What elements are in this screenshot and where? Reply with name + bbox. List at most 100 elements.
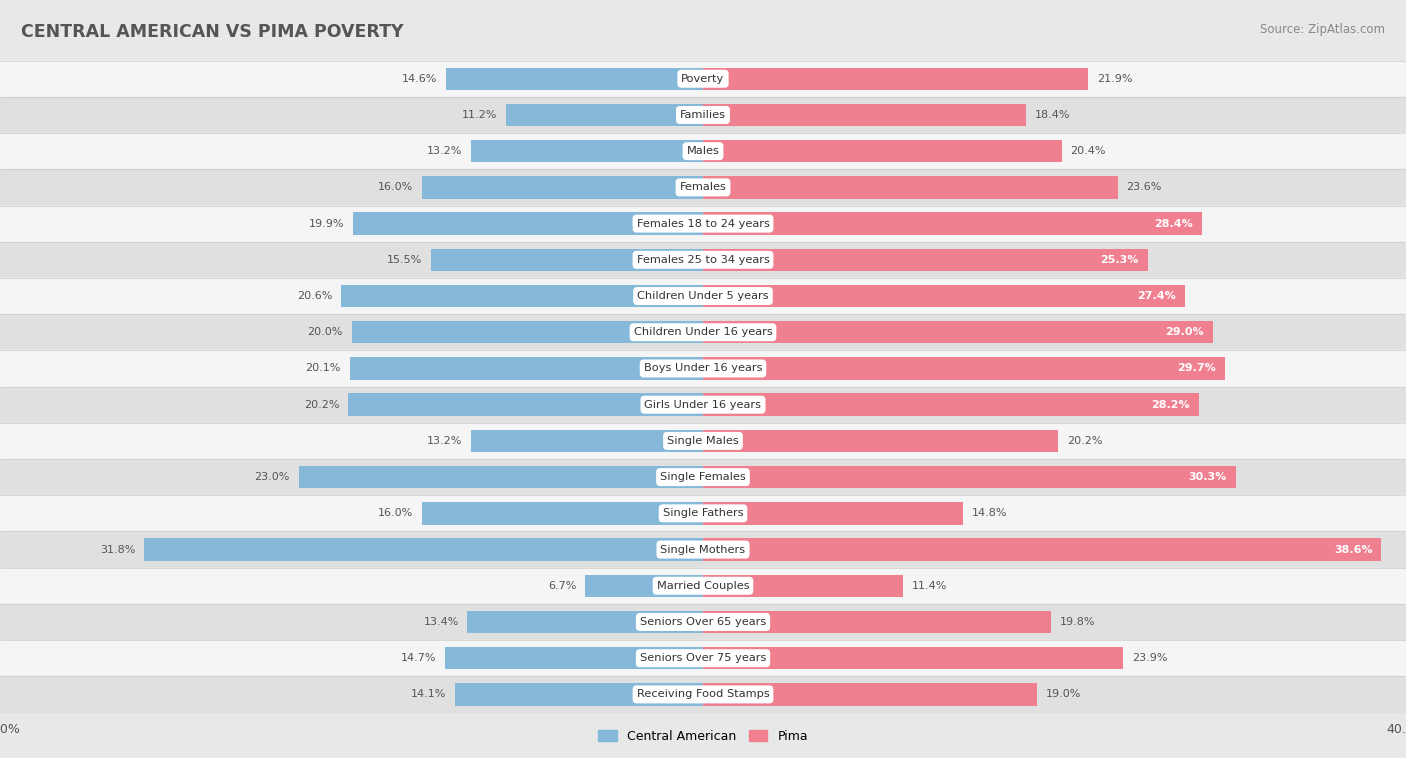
Bar [703,683,1038,706]
Bar [703,575,904,597]
Text: Boys Under 16 years: Boys Under 16 years [644,364,762,374]
Text: Children Under 5 years: Children Under 5 years [637,291,769,301]
Text: 25.3%: 25.3% [1101,255,1139,265]
Bar [0,568,1406,604]
Text: 16.0%: 16.0% [378,509,413,518]
Bar [506,104,703,126]
Text: 28.4%: 28.4% [1154,218,1194,229]
Bar [0,97,1406,133]
Text: Males: Males [686,146,720,156]
Bar [349,393,703,416]
Text: Married Couples: Married Couples [657,581,749,590]
Text: 14.7%: 14.7% [401,653,436,663]
Bar [0,676,1406,713]
Bar [444,647,703,669]
Bar [0,387,1406,423]
Text: 13.2%: 13.2% [427,436,463,446]
Text: Poverty: Poverty [682,74,724,83]
Bar [703,466,1236,488]
Bar [703,321,1212,343]
Text: 20.4%: 20.4% [1070,146,1105,156]
Text: Seniors Over 75 years: Seniors Over 75 years [640,653,766,663]
Text: 23.0%: 23.0% [254,472,290,482]
Bar [145,538,703,561]
Bar [0,604,1406,640]
Bar [703,104,1026,126]
Bar [0,423,1406,459]
Bar [447,67,703,90]
Text: 20.2%: 20.2% [1067,436,1102,446]
Bar [0,278,1406,314]
Text: 20.6%: 20.6% [297,291,332,301]
Bar [0,350,1406,387]
Bar [0,314,1406,350]
Bar [703,502,963,525]
Text: 30.3%: 30.3% [1188,472,1227,482]
Bar [471,430,703,452]
Text: Seniors Over 65 years: Seniors Over 65 years [640,617,766,627]
Bar [0,495,1406,531]
Bar [422,176,703,199]
Bar [703,176,1118,199]
Bar [430,249,703,271]
Text: Families: Families [681,110,725,120]
Text: 13.2%: 13.2% [427,146,463,156]
Bar [703,249,1147,271]
Bar [299,466,703,488]
Text: Single Females: Single Females [661,472,745,482]
Bar [0,640,1406,676]
Text: Children Under 16 years: Children Under 16 years [634,327,772,337]
Bar [352,321,703,343]
Text: 29.0%: 29.0% [1166,327,1204,337]
Text: 19.8%: 19.8% [1060,617,1095,627]
Bar [422,502,703,525]
Bar [703,538,1381,561]
Text: 20.2%: 20.2% [304,399,339,409]
Bar [0,531,1406,568]
Text: 6.7%: 6.7% [548,581,576,590]
Text: Girls Under 16 years: Girls Under 16 years [644,399,762,409]
Bar [585,575,703,597]
Text: Single Mothers: Single Mothers [661,544,745,555]
Text: CENTRAL AMERICAN VS PIMA POVERTY: CENTRAL AMERICAN VS PIMA POVERTY [21,23,404,41]
Text: 14.1%: 14.1% [411,690,447,700]
Bar [353,212,703,235]
Text: Single Males: Single Males [666,436,740,446]
Text: Receiving Food Stamps: Receiving Food Stamps [637,690,769,700]
Bar [703,393,1198,416]
Text: 38.6%: 38.6% [1334,544,1372,555]
Bar [703,430,1057,452]
Bar [703,212,1202,235]
Text: 11.2%: 11.2% [463,110,498,120]
Text: 11.4%: 11.4% [912,581,948,590]
Text: Females 18 to 24 years: Females 18 to 24 years [637,218,769,229]
Bar [340,285,703,307]
Bar [703,357,1225,380]
Text: 27.4%: 27.4% [1137,291,1175,301]
Text: 16.0%: 16.0% [378,183,413,193]
Text: 29.7%: 29.7% [1177,364,1216,374]
Bar [0,205,1406,242]
Text: 15.5%: 15.5% [387,255,422,265]
Bar [703,285,1184,307]
Text: 19.9%: 19.9% [309,218,344,229]
Bar [703,611,1052,633]
Bar [471,140,703,162]
Text: 18.4%: 18.4% [1035,110,1070,120]
Text: 13.4%: 13.4% [423,617,458,627]
Bar [0,459,1406,495]
Bar [467,611,703,633]
Text: 20.0%: 20.0% [308,327,343,337]
Bar [0,169,1406,205]
Bar [0,242,1406,278]
Text: 23.6%: 23.6% [1126,183,1161,193]
Text: 28.2%: 28.2% [1152,399,1189,409]
Bar [703,140,1062,162]
Text: 19.0%: 19.0% [1046,690,1081,700]
Legend: Central American, Pima: Central American, Pima [593,725,813,748]
Text: Females 25 to 34 years: Females 25 to 34 years [637,255,769,265]
Bar [703,647,1123,669]
Text: 31.8%: 31.8% [100,544,135,555]
Text: 14.8%: 14.8% [972,509,1007,518]
Text: 21.9%: 21.9% [1097,74,1132,83]
